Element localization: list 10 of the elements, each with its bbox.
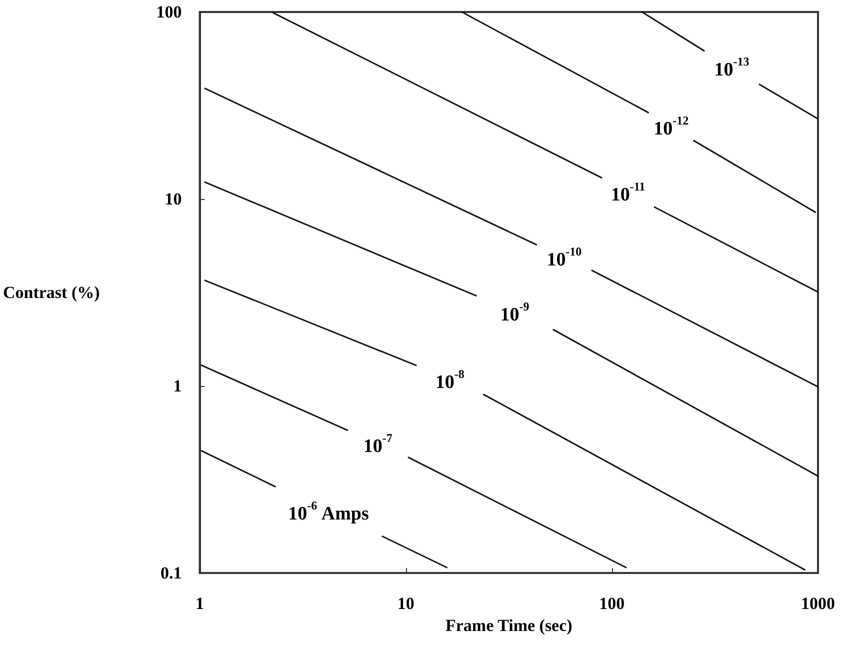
x-tick-label: 1000: [801, 594, 835, 613]
y-tick-label: 10: [164, 190, 182, 208]
y-tick-label: 0.1: [160, 564, 182, 582]
x-tick-label: 10: [397, 594, 414, 613]
x-tick-label: 1: [196, 594, 204, 613]
y-tick-label: 100: [156, 2, 182, 22]
y-axis-title: Contrast (%): [2, 283, 100, 302]
y-tick-label: 1: [173, 376, 182, 396]
x-axis-title: Frame Time (sec): [445, 616, 572, 635]
x-tick-label: 100: [599, 594, 625, 613]
